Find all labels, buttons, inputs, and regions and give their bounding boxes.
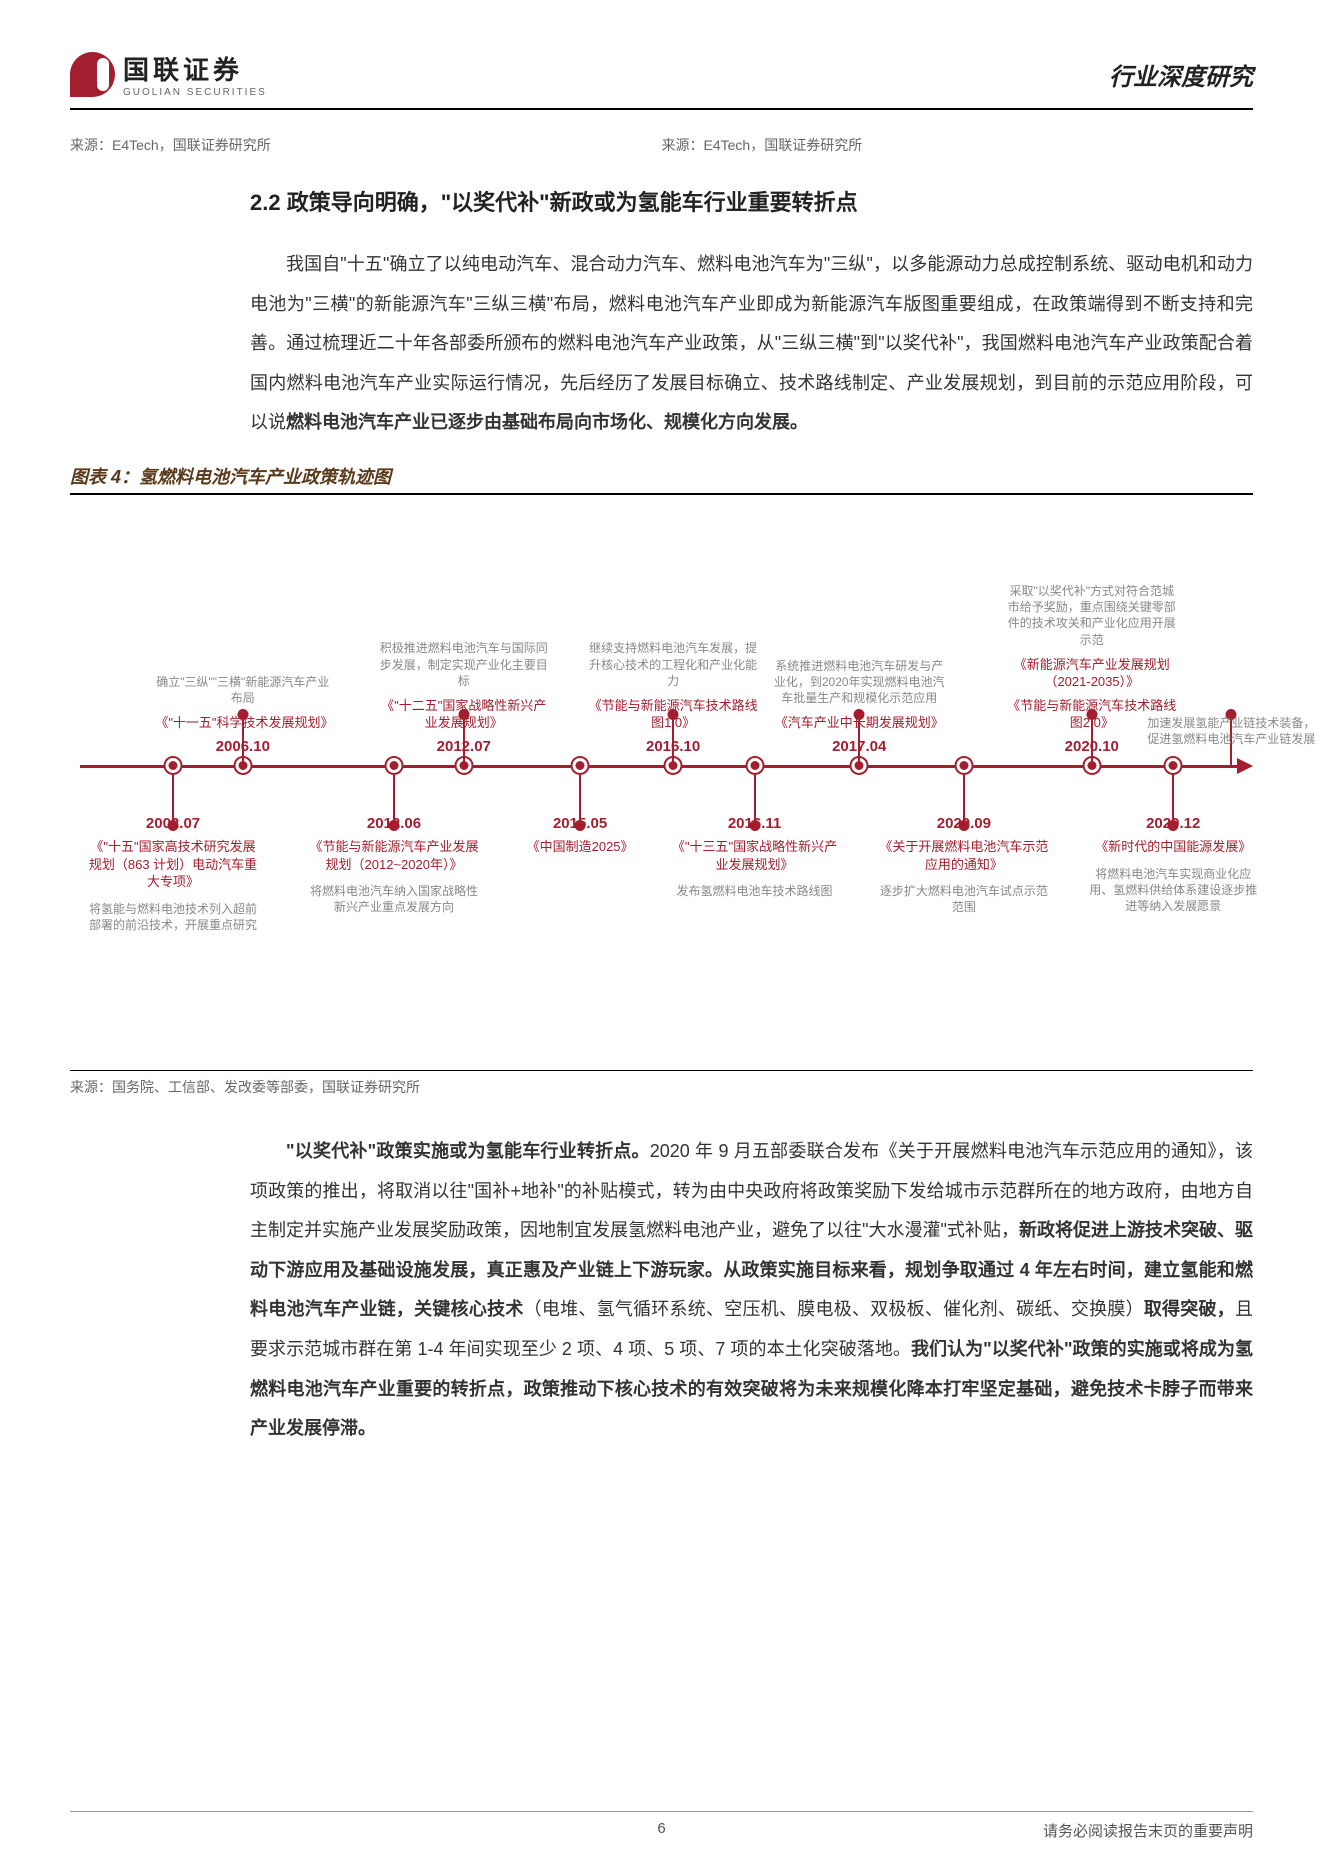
timeline-item-top: 加速发展氢能产业链技术装备，促进氢燃料电池汽车产业链发展 [1144, 715, 1319, 755]
figure-source: 来源：国务院、工信部、发改委等部委，国联证券研究所 [70, 1070, 1253, 1097]
timeline-item-top: 确立"三纵""三横"新能源汽车产业布局《"十一五"科学技术发展规划》2006.1… [155, 674, 330, 755]
para1-text: 我国自"十五"确立了以纯电动汽车、混合动力汽车、燃料电池汽车为"三纵"，以多能源… [250, 254, 1253, 432]
timeline-item-bot: 2020.12《新时代的中国能源发展》将燃料电池汽车实现商业化应用、氢燃料供给体… [1086, 815, 1261, 914]
timeline-item-bot: 2016.11《"十三五"国家战略性新兴产业发展规划》发布氢燃料电池车技术路线图 [667, 815, 842, 899]
timeline-node [387, 758, 402, 773]
section-heading: 2.2 政策导向明确，"以奖代补"新政或为氢能车行业重要转折点 [250, 185, 1253, 217]
paragraph-1: 我国自"十五"确立了以纯电动汽车、混合动力汽车、燃料电池汽车为"三纵"，以多能源… [250, 245, 1253, 443]
source-right: 来源：E4Tech，国联证券研究所 [662, 135, 1254, 155]
paragraph-2: "以奖代补"政策实施或为氢能车行业转折点。2020 年 9 月五部委联合发布《关… [250, 1132, 1253, 1449]
logo: 国联证券 GUOLIAN SECURITIES [70, 50, 267, 98]
timeline-chart: 确立"三纵""三横"新能源汽车产业布局《"十一五"科学技术发展规划》2006.1… [70, 505, 1253, 1065]
section-title: 政策导向明确，"以奖代补"新政或为氢能车行业重要转折点 [287, 190, 858, 215]
page: 国联证券 GUOLIAN SECURITIES 行业深度研究 来源：E4Tech… [0, 0, 1323, 1871]
timeline-node [166, 758, 181, 773]
timeline-node [747, 758, 762, 773]
timeline-axis [80, 765, 1243, 768]
timeline-node [956, 758, 971, 773]
timeline-item-top: 积极推进燃料电池汽车与国际同步发展，制定实现产业化主要目标《"十二五"国家战略性… [376, 640, 551, 755]
p2-b2: 取得突破， [1144, 1299, 1235, 1319]
logo-cn: 国联证券 [123, 50, 267, 87]
source-left: 来源：E4Tech，国联证券研究所 [70, 135, 662, 155]
page-number: 6 [657, 1820, 665, 1837]
p2b: （电堆、氢气循环系统、空压机、膜电极、双极板、催化剂、碳纸、交换膜） [524, 1299, 1144, 1319]
page-footer: 6 请务必阅读报告末页的重要声明 [70, 1811, 1253, 1841]
logo-mark-icon [70, 52, 115, 97]
timeline-item-bot: 2020.09《关于开展燃料电池汽车示范应用的通知》逐步扩大燃料电池汽车试点示范… [876, 815, 1051, 915]
page-header: 国联证券 GUOLIAN SECURITIES 行业深度研究 [70, 50, 1253, 110]
timeline-item-bot: 2012.06《节能与新能源汽车产业发展规划（2012~2020年）》将燃料电池… [307, 815, 482, 915]
figure-title: 图表 4：氢燃料电池汽车产业政策轨迹图 [70, 463, 1253, 495]
timeline-item-bot: 2015.05《中国制造2025》 [493, 815, 668, 856]
timeline-item-top: 继续支持燃料电池汽车发展，提升核心技术的工程化和产业化能力《节能与新能源汽车技术… [586, 640, 761, 755]
para1-bold: 燃料电池汽车产业已逐步由基础布局向市场化、规模化方向发展。 [286, 412, 808, 432]
timeline-node [1166, 758, 1181, 773]
timeline-item-bot: 2002.07《"十五"国家高技术研究发展规划（863 计划）电动汽车重大专项》… [86, 815, 261, 933]
disclaimer: 请务必阅读报告末页的重要声明 [1043, 1820, 1253, 1841]
section-number: 2.2 [250, 190, 281, 215]
timeline-node [573, 758, 588, 773]
logo-en: GUOLIAN SECURITIES [123, 87, 267, 98]
timeline-item-top: 系统推进燃料电池汽车研发与产业化，到2020年实现燃料电池汽车批量生产和规模化示… [772, 658, 947, 755]
p2-lead: "以奖代补"政策实施或为氢能车行业转折点。 [286, 1141, 650, 1161]
top-sources: 来源：E4Tech，国联证券研究所 来源：E4Tech，国联证券研究所 [70, 135, 1253, 155]
report-category: 行业深度研究 [1109, 57, 1253, 92]
